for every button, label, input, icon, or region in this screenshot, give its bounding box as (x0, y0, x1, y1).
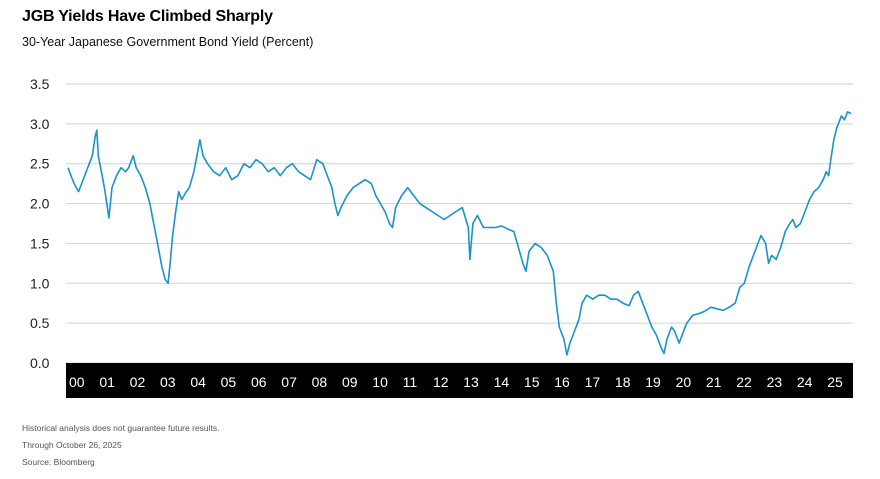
x-tick-label: 18 (615, 374, 631, 390)
x-tick-label: 06 (251, 374, 267, 390)
y-tick-label: 2.5 (30, 156, 50, 172)
x-tick-label: 23 (767, 374, 783, 390)
x-tick-label: 21 (706, 374, 722, 390)
x-tick-label: 02 (130, 374, 146, 390)
y-tick-label: 3.5 (30, 76, 50, 92)
footnote-source: Source: Bloomberg (22, 457, 95, 467)
y-tick-label: 0.5 (30, 315, 50, 331)
y-tick-label: 2.0 (30, 196, 50, 212)
chart-title: JGB Yields Have Climbed Sharply (22, 8, 273, 25)
series-line-30y-jgb-yield (67, 111, 852, 356)
x-tick-label: 01 (99, 374, 115, 390)
x-tick-label: 05 (221, 374, 237, 390)
x-axis: 00 01 02 03 04 05 06 07 08 09 10 11 12 13 14 15 16 17 18 19… (69, 374, 843, 390)
x-tick-label: 10 (372, 374, 388, 390)
chart-subtitle: 30-Year Japanese Government Bond Yield (… (22, 35, 314, 49)
x-tick-label: 11 (403, 374, 418, 390)
x-tick-label: 17 (585, 374, 601, 390)
x-tick-label: 20 (676, 374, 692, 390)
x-tick-label: 13 (463, 374, 479, 390)
x-tick-label: 09 (342, 374, 358, 390)
x-tick-label: 15 (524, 374, 540, 390)
x-tick-label: 22 (736, 374, 752, 390)
yield-line-chart: 0.00.51.01.52.02.53.03.5 00 01 02 03 04 05 06 0… (30, 76, 853, 398)
x-tick-label: 24 (797, 374, 813, 390)
x-tick-label: 14 (494, 374, 510, 390)
x-axis-band (66, 363, 853, 398)
x-tick-label: 04 (190, 374, 206, 390)
x-tick-label: 12 (433, 374, 449, 390)
x-tick-label: 16 (554, 374, 570, 390)
y-tick-label: 1.5 (30, 235, 50, 251)
x-tick-label: 08 (312, 374, 328, 390)
footnote-date: Through October 26, 2025 (22, 440, 122, 450)
gridlines (66, 83, 853, 364)
x-tick-label: 07 (281, 374, 297, 390)
x-tick-label: 03 (160, 374, 176, 390)
y-tick-label: 1.0 (30, 275, 50, 291)
footnote-disclaimer: Historical analysis does not guarantee f… (22, 423, 220, 433)
x-tick-label: 25 (827, 374, 843, 390)
x-tick-label: 19 (645, 374, 661, 390)
y-axis: 0.0 0.5 1.0 1.5 2.0 2.5 3.0 3.5 (30, 76, 50, 371)
x-tick-label: 00 (69, 374, 85, 390)
y-tick-label: 0.0 (30, 355, 50, 371)
y-tick-label: 3.0 (30, 116, 50, 132)
